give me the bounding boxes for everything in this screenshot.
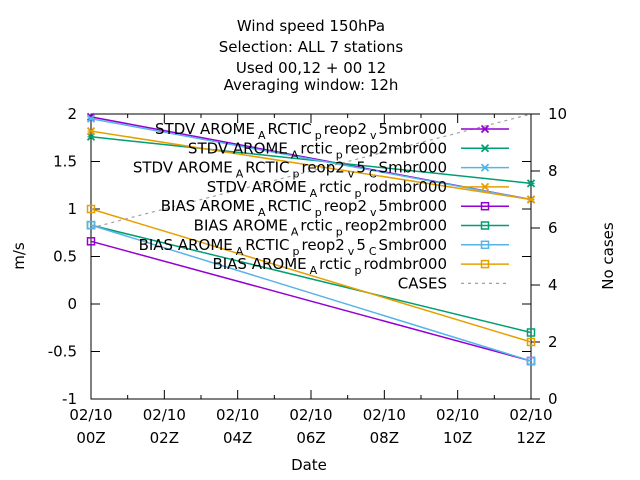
series-layer bbox=[86, 112, 536, 366]
x-axis-label: Date bbox=[291, 456, 327, 474]
series bbox=[86, 126, 536, 204]
legend-label: STDV AROME A RCTIC p reop2 v 5 C Smbr000 bbox=[133, 159, 447, 181]
y2-tick-label: 2 bbox=[548, 333, 558, 351]
title-line-4: Averaging window: 12h bbox=[224, 76, 399, 94]
legend-label: BIAS AROME A RCTIC p reop2 v 5mbr000 bbox=[161, 197, 447, 219]
y2-tick-label: 4 bbox=[548, 276, 558, 294]
series bbox=[90, 113, 532, 229]
data-point-square bbox=[86, 204, 96, 214]
y-axis-label: m/s bbox=[10, 242, 28, 270]
legend-label: BIAS AROME A RCTIC p reop2 v 5 C Smbr000 bbox=[139, 236, 447, 258]
series bbox=[86, 220, 536, 366]
data-point-square bbox=[86, 237, 96, 246]
data-point-square bbox=[480, 201, 490, 211]
series bbox=[86, 204, 536, 347]
y2-axis-label: No cases bbox=[599, 222, 617, 290]
series-line bbox=[90, 208, 532, 343]
data-point-square bbox=[526, 356, 536, 366]
legend-label: CASES bbox=[398, 274, 447, 292]
x-axis: 02/10 00Z 02/10 02Z 02/10 04Z 02/10 06Z 02/10 08Z… bbox=[69, 114, 553, 447]
legend-label: STDV AROME A RCTIC p reop2 v 5mbr000 bbox=[155, 120, 447, 142]
title-line-1: Wind speed 150hPa bbox=[237, 17, 385, 35]
x-tick-label: 06Z bbox=[296, 429, 325, 447]
y2-tick-label: 8 bbox=[548, 162, 558, 180]
series-line bbox=[90, 240, 532, 362]
y2-axis: 0 2 4 6 8 10 bbox=[531, 105, 567, 408]
data-point-square bbox=[480, 259, 490, 269]
x-tick-label: 02/10 bbox=[216, 406, 259, 424]
y-tick-label: -0.5 bbox=[48, 343, 77, 361]
data-point-square bbox=[526, 337, 536, 347]
y-tick-label: 0 bbox=[67, 295, 77, 313]
series-line bbox=[90, 224, 532, 334]
x-tick-label: 02/10 bbox=[436, 406, 479, 424]
data-point-square bbox=[480, 221, 490, 230]
chart-title: Wind speed 150hPa Selection: ALL 7 stati… bbox=[219, 17, 404, 94]
x-tick-label: 02/10 bbox=[289, 406, 332, 424]
data-point-square bbox=[526, 328, 536, 337]
series-line bbox=[90, 118, 532, 201]
x-tick-label: 02Z bbox=[150, 429, 179, 447]
y-tick-label: 1.5 bbox=[53, 153, 77, 171]
x-tick-label: 00Z bbox=[76, 429, 105, 447]
series bbox=[86, 132, 536, 188]
title-line-3: Used 00,12 + 00 12 bbox=[236, 59, 386, 77]
x-tick-label: 04Z bbox=[223, 429, 252, 447]
x-tick-label: 02/10 bbox=[143, 406, 186, 424]
x-tick-label: 02/10 bbox=[69, 406, 112, 424]
y2-tick-label: 0 bbox=[548, 390, 558, 408]
x-tick-label: 02/10 bbox=[509, 406, 552, 424]
series-line bbox=[90, 113, 532, 229]
y-tick-label: 0.5 bbox=[53, 248, 77, 266]
series-line bbox=[90, 224, 532, 362]
y2-tick-label: 6 bbox=[548, 219, 558, 237]
x-tick-label: 10Z bbox=[443, 429, 472, 447]
y-axis: -1 -0.5 0 0.5 1 1.5 2 bbox=[48, 105, 531, 408]
y-tick-label: 1 bbox=[67, 200, 77, 218]
y-tick-label: -1 bbox=[62, 390, 77, 408]
x-tick-label: 08Z bbox=[370, 429, 399, 447]
x-tick-label: 12Z bbox=[516, 429, 545, 447]
series-line bbox=[90, 130, 532, 201]
series-line bbox=[90, 136, 532, 185]
title-line-2: Selection: ALL 7 stations bbox=[219, 38, 404, 56]
series bbox=[86, 237, 536, 366]
y2-tick-label: 10 bbox=[548, 105, 567, 123]
data-point-square bbox=[86, 220, 96, 230]
x-tick-label: 02/10 bbox=[363, 406, 406, 424]
y-tick-label: 2 bbox=[67, 105, 77, 123]
data-point-square bbox=[480, 240, 490, 250]
